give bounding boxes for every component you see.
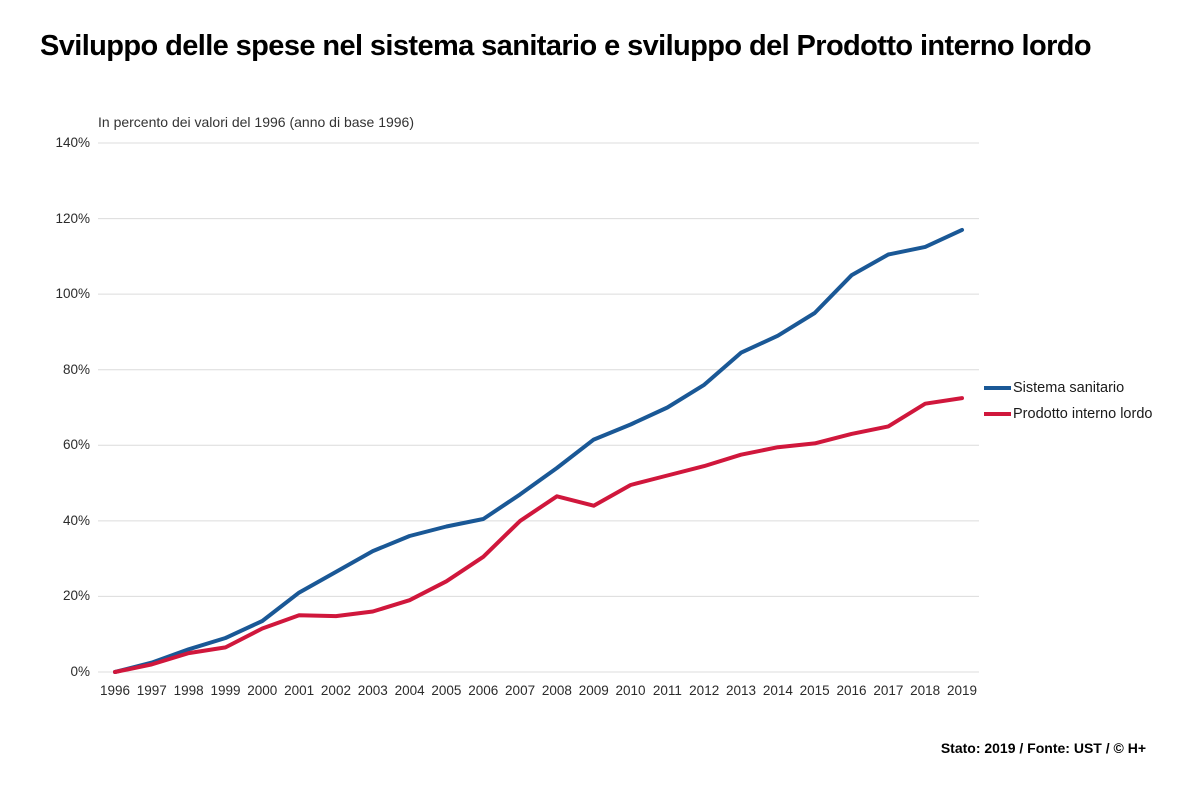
legend-label: Sistema sanitario [1013,380,1125,396]
x-tick-2000: 2000 [247,683,278,698]
legend-item-sistema-sanitario: Sistema sanitario [984,378,1196,398]
series-line-prodotto-interno-lordo [113,396,964,674]
y-tick-140: 140% [55,135,90,150]
chart-subtitle: In percento dei valori del 1996 (anno di… [98,114,414,130]
x-tick-2018: 2018 [910,683,941,698]
x-tick-2003: 2003 [357,683,388,698]
x-tick-2005: 2005 [431,683,462,698]
chart-title: Sviluppo delle spese nel sistema sanitar… [40,30,1092,62]
x-tick-2019: 2019 [946,683,978,698]
series-lines [113,227,964,674]
x-tick-2007: 2007 [505,683,536,698]
x-tick-2008: 2008 [541,683,572,698]
x-tick-2011: 2011 [652,683,682,698]
x-tick-2014: 2014 [762,683,793,698]
y-tick-0: 0% [70,664,90,679]
legend-line-swatch-blue [984,386,1011,390]
chart-legend: Sistema sanitario Prodotto interno lordo [984,378,1196,430]
x-tick-1996: 1996 [99,683,131,698]
series-line-sistema-sanitario [113,227,964,674]
x-tick-2002: 2002 [320,683,351,698]
y-tick-20: 20% [62,588,90,604]
chart-footer-source: Stato: 2019 / Fonte: UST / © H+ [940,740,1146,756]
x-tick-2015: 2015 [799,683,830,698]
x-tick-2004: 2004 [394,683,425,698]
x-tick-2013: 2013 [726,683,757,698]
x-tick-1999: 1999 [210,683,241,698]
x-tick-2001: 2001 [284,683,315,698]
y-tick-100: 100% [55,286,90,302]
y-tick-40: 40% [62,512,90,528]
x-tick-1998: 1998 [173,683,204,698]
x-tick-1997: 1997 [136,683,167,698]
y-tick-80: 80% [62,361,90,377]
legend-label: Prodotto interno lordo [1013,406,1153,422]
y-tick-60: 60% [62,437,90,453]
x-tick-2006: 2006 [468,683,499,698]
x-tick-2009: 2009 [578,683,609,698]
x-tick-2012: 2012 [689,683,720,698]
legend-line-swatch-red [984,412,1011,416]
gridlines [98,142,979,673]
x-tick-2016: 2016 [836,683,867,698]
legend-item-prodotto-interno-lordo: Prodotto interno lordo [984,404,1196,424]
x-tick-2017: 2017 [873,683,904,698]
x-tick-2010: 2010 [615,683,646,698]
y-tick-120: 120% [55,210,90,226]
